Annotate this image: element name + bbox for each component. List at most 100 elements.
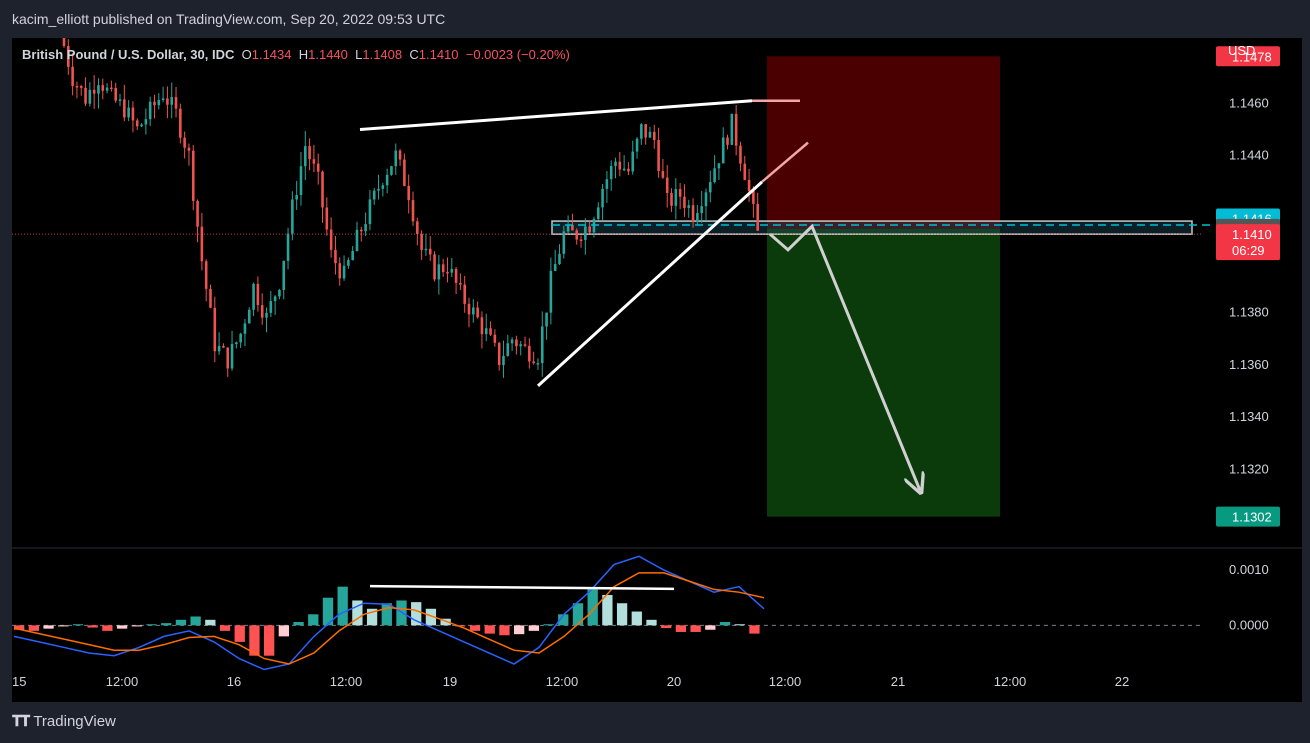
candle-body — [553, 264, 557, 271]
candle-body — [239, 333, 242, 343]
candle-body — [640, 124, 643, 139]
candle-body — [472, 307, 475, 315]
candle-body — [123, 99, 126, 118]
candle-body — [601, 188, 604, 208]
macd-histogram-bar — [631, 611, 642, 626]
price-badge — [1216, 506, 1280, 527]
candle-body — [510, 339, 514, 344]
time-tick-label: 21 — [891, 674, 905, 689]
candle-body — [734, 113, 738, 146]
candle-body — [355, 229, 359, 252]
header-bar: kacim_elliott published on TradingView.c… — [0, 0, 1310, 38]
macd-histogram-bar — [616, 603, 628, 626]
price-tick-label: 1.1460 — [1229, 95, 1269, 110]
support-trendline-extension[interactable] — [761, 141, 809, 183]
macd-histogram-bar — [455, 625, 466, 627]
macd-histogram-bar — [14, 625, 25, 630]
candle-body — [739, 145, 742, 164]
price-badge-text: 1.1302 — [1232, 510, 1272, 525]
candle-body — [372, 190, 376, 200]
candle-body — [652, 131, 656, 141]
candle-body — [463, 284, 466, 304]
candle-body — [416, 221, 419, 234]
macd-histogram-bar — [58, 625, 69, 627]
candle-body — [299, 166, 303, 196]
projection-arrow[interactable] — [769, 223, 920, 490]
time-tick-label: 12:00 — [994, 674, 1027, 689]
macd-histogram-bar — [72, 624, 84, 626]
candle-body — [545, 312, 548, 327]
support-trendline[interactable] — [536, 180, 764, 387]
candle-body — [747, 179, 751, 191]
tradingview-brand[interactable]: 𝐓𝐓 TradingView — [12, 713, 116, 730]
chart-legend: British Pound / U.S. Dollar, 30, IDC O1.… — [22, 47, 570, 62]
candle-body — [329, 229, 333, 250]
candle-body — [235, 342, 238, 345]
candle-body — [364, 224, 367, 232]
candle-body — [627, 168, 630, 172]
candle-body — [312, 159, 316, 164]
candle-body — [605, 179, 609, 189]
macd-histogram-bar — [602, 594, 613, 626]
candle-body — [174, 97, 178, 109]
chart-canvas[interactable]: 1.1460 1.1440 1.1380 1.1360 1.1340 1.1320 1.14… — [12, 21, 1302, 702]
resistance-trendline[interactable] — [359, 99, 753, 132]
change-value: −0.0023 (−0.20%) — [465, 47, 570, 62]
candle-body — [148, 101, 152, 120]
candle-body — [153, 101, 156, 106]
candle-body — [394, 150, 398, 167]
candle-body — [575, 230, 579, 240]
candle-body — [278, 289, 281, 297]
tradingview-logo-icon: 𝐓𝐓 — [12, 713, 30, 730]
candle-body — [243, 323, 247, 334]
candle-body — [441, 264, 445, 272]
candle-body — [700, 206, 703, 214]
macd-tick-label: 0.0000 — [1229, 617, 1269, 632]
candle-body — [114, 87, 117, 101]
chart-frame[interactable]: 1.1460 1.1440 1.1380 1.1360 1.1340 1.1320 1.14… — [12, 21, 1302, 702]
candle-body — [135, 120, 139, 127]
candle-body — [161, 98, 165, 101]
key-level-zone[interactable] — [551, 220, 1193, 235]
price-tick-label: 1.1440 — [1229, 148, 1269, 163]
candle-body — [204, 261, 208, 289]
candle-body — [446, 271, 449, 274]
candle-body — [247, 309, 251, 324]
symbol-label: British Pound / U.S. Dollar, 30, IDC — [22, 47, 235, 62]
macd-histogram-bar — [322, 597, 334, 626]
candle-body — [752, 190, 755, 204]
candle-body — [549, 270, 553, 313]
candle-body — [467, 303, 471, 315]
price-badge-text: 1.1410 — [1232, 227, 1272, 242]
candle-body — [308, 146, 311, 160]
candle-body — [730, 113, 734, 145]
macd-histogram-bar — [587, 589, 598, 626]
candle-body — [390, 166, 393, 175]
candle-body — [140, 124, 143, 127]
stop-loss-zone[interactable] — [767, 56, 1000, 229]
candle-body — [588, 226, 591, 233]
candle-body — [209, 288, 212, 308]
candle-body — [131, 107, 135, 121]
candle-body — [756, 203, 759, 231]
macd-histogram-bar — [249, 625, 260, 656]
take-profit-zone[interactable] — [767, 228, 1000, 517]
candle-body — [661, 171, 665, 178]
macd-histogram-bar — [572, 603, 584, 626]
macd-histogram-bar — [278, 625, 289, 637]
candle-body — [437, 264, 441, 280]
candle-body — [157, 100, 161, 106]
macd-divergence-line[interactable] — [369, 584, 675, 591]
candle-body — [196, 200, 199, 227]
candle-body — [678, 189, 682, 197]
candle-body — [338, 263, 342, 279]
candle-body — [540, 326, 544, 364]
macd-histogram-bar — [558, 614, 569, 626]
candle-body — [286, 233, 290, 261]
footer-bar: 𝐓𝐓 TradingView — [0, 702, 1310, 743]
candle-body — [726, 137, 729, 145]
candle-body — [62, 30, 66, 47]
macd-histogram-bar — [646, 619, 657, 626]
macd-histogram-bar — [484, 625, 495, 634]
candle-body — [631, 151, 635, 172]
